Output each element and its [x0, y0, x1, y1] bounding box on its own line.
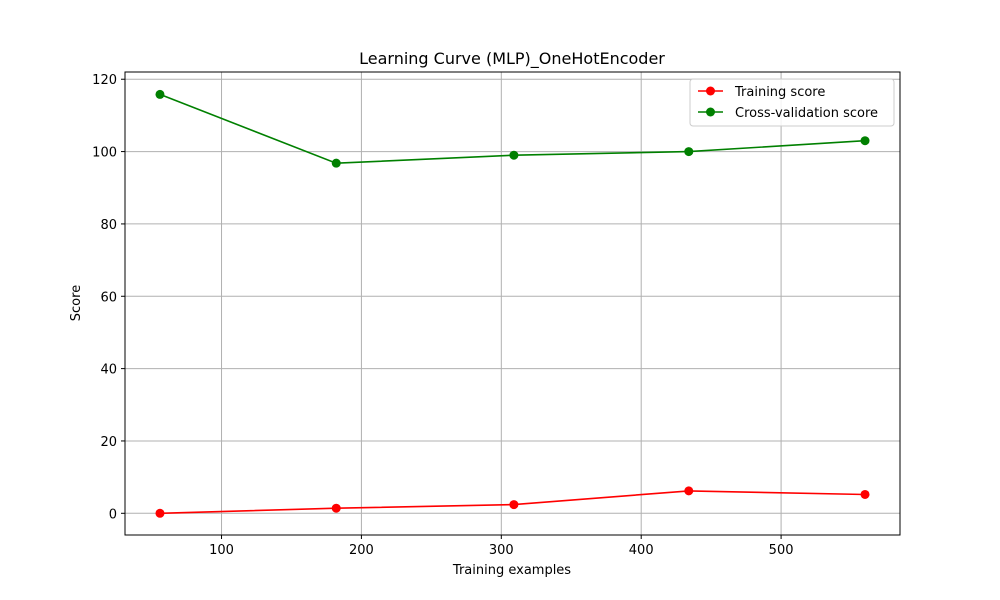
- data-point: [509, 500, 519, 510]
- x-axis-title: Training examples: [452, 563, 571, 578]
- data-point: [331, 503, 341, 513]
- axis-ticks: 100 200 300 400 500 0 20 40 60 80 100 120: [92, 73, 793, 558]
- data-point: [155, 89, 165, 99]
- legend: Training score Cross-validation score: [689, 78, 895, 127]
- y-tick-label: 20: [100, 435, 117, 450]
- legend-label: Cross-validation score: [735, 106, 878, 121]
- data-series: [155, 89, 870, 518]
- data-point: [860, 489, 870, 499]
- y-axis-title: Score: [69, 285, 84, 321]
- chart-title: Learning Curve (MLP)_OneHotEncoder: [359, 49, 665, 69]
- data-point: [155, 508, 165, 518]
- legend-box: [689, 78, 895, 127]
- plot-frame: [124, 71, 901, 536]
- y-tick-label: 0: [109, 507, 117, 522]
- x-tick-label: 500: [769, 543, 794, 558]
- data-point: [684, 486, 694, 496]
- y-tick-label: 80: [100, 218, 117, 233]
- legend-swatch-marker: [706, 107, 715, 117]
- x-tick-label: 300: [489, 543, 514, 558]
- data-point: [860, 136, 870, 146]
- y-tick-label: 120: [92, 73, 117, 88]
- y-tick-label: 60: [100, 290, 117, 305]
- x-tick-label: 100: [209, 543, 234, 558]
- data-point: [509, 150, 519, 160]
- x-tick-label: 400: [629, 543, 654, 558]
- data-point: [684, 147, 694, 157]
- x-tick-label: 200: [349, 543, 374, 558]
- data-point: [331, 158, 341, 168]
- y-tick-label: 40: [100, 363, 117, 378]
- y-tick-label: 100: [92, 146, 117, 161]
- legend-label: Training score: [734, 85, 825, 100]
- legend-swatch-marker: [706, 86, 715, 96]
